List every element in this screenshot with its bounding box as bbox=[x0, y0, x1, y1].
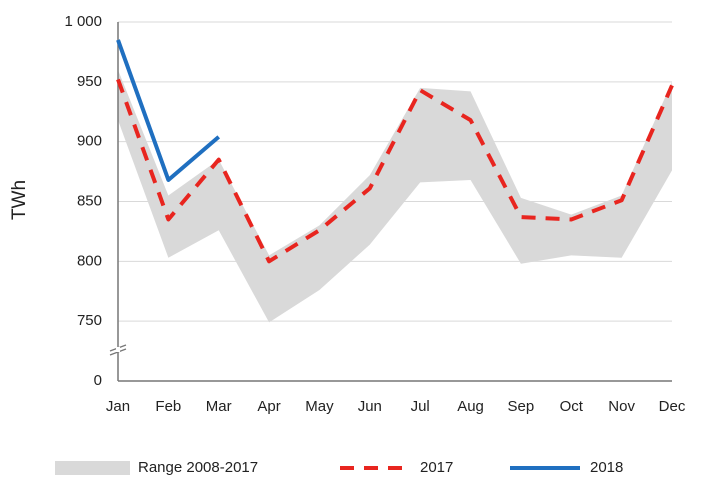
legend-label: 2017 bbox=[420, 459, 453, 476]
x-tick-label: Apr bbox=[257, 398, 280, 415]
x-tick-label: Oct bbox=[560, 398, 584, 415]
y-tick-label: 950 bbox=[77, 73, 102, 90]
y-tick-label: 1 000 bbox=[64, 13, 102, 30]
x-tick-label: May bbox=[305, 398, 334, 415]
legend-label: Range 2008-2017 bbox=[138, 459, 258, 476]
x-tick-label: Sep bbox=[508, 398, 535, 415]
x-tick-label: Aug bbox=[457, 398, 484, 415]
axis-break-gap bbox=[116, 347, 120, 352]
y-tick-label: 900 bbox=[77, 133, 102, 150]
x-tick-label: Nov bbox=[608, 398, 635, 415]
y-tick-label: 850 bbox=[77, 192, 102, 209]
y-tick-label: 800 bbox=[77, 252, 102, 269]
legend-label: 2018 bbox=[590, 459, 623, 476]
series-line bbox=[116, 39, 221, 182]
x-tick-label: Mar bbox=[206, 398, 232, 415]
y-tick-label: 0 bbox=[94, 372, 102, 389]
x-tick-label: Jun bbox=[358, 398, 382, 415]
x-tick-label: Feb bbox=[155, 398, 181, 415]
x-tick-label: Jul bbox=[411, 398, 430, 415]
series-line bbox=[116, 78, 674, 264]
range-band bbox=[118, 69, 672, 323]
legend-swatch bbox=[55, 461, 130, 475]
y-tick-label: 750 bbox=[77, 312, 102, 329]
x-tick-label: Dec bbox=[659, 398, 686, 415]
y-axis-title: TWh bbox=[9, 180, 30, 220]
x-tick-label: Jan bbox=[106, 398, 130, 415]
